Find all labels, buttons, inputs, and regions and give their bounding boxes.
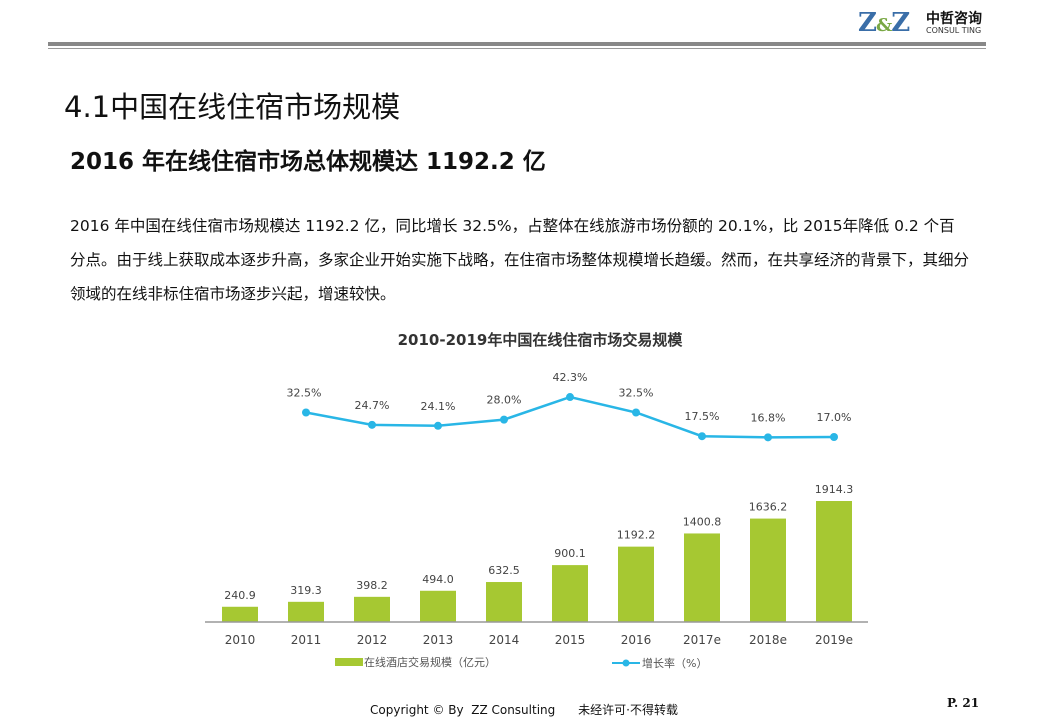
growth-point <box>632 408 640 417</box>
growth-value-label: 17.5% <box>685 410 720 423</box>
growth-value-label: 42.3% <box>553 371 588 384</box>
bar <box>618 546 654 622</box>
bar <box>354 596 390 622</box>
legend-bar-label: 在线酒店交易规模（亿元） <box>364 655 496 669</box>
growth-point <box>500 415 508 424</box>
growth-point <box>764 433 772 442</box>
growth-value-label: 28.0% <box>487 394 522 407</box>
header-divider <box>48 42 986 46</box>
x-tick-label: 2011 <box>291 633 322 647</box>
bar-value-label: 900.1 <box>554 547 586 560</box>
bar <box>684 533 720 622</box>
growth-point <box>434 421 442 430</box>
growth-value-label: 16.8% <box>751 411 786 424</box>
x-tick-label: 2019e <box>815 633 853 647</box>
x-tick-label: 2013 <box>423 633 454 647</box>
x-tick-label: 2015 <box>555 633 586 647</box>
page-title: 4.1中国在线住宿市场规模 <box>64 90 401 124</box>
growth-point <box>302 408 310 417</box>
bar <box>486 582 522 622</box>
header-divider-thin <box>48 48 986 49</box>
bar-value-label: 240.9 <box>224 589 256 602</box>
x-tick-label: 2012 <box>357 633 388 647</box>
growth-value-label: 32.5% <box>287 387 322 400</box>
brand-name-en: CONSUL TING <box>926 26 982 35</box>
growth-value-label: 17.0% <box>817 411 852 424</box>
page-number: P. 21 <box>947 696 980 710</box>
bar-value-label: 632.5 <box>488 564 520 577</box>
bar <box>552 565 588 622</box>
logo: Z&Z <box>858 8 910 38</box>
chart-title: 2010-2019年中国在线住宿市场交易规模 <box>398 331 684 349</box>
bar <box>816 501 852 622</box>
bar-value-label: 494.0 <box>422 573 454 586</box>
legend-bar-swatch <box>335 658 363 666</box>
bar-value-label: 1192.2 <box>617 529 656 542</box>
legend-line-label: 增长率（%） <box>642 656 707 670</box>
x-tick-label: 2017e <box>683 633 721 647</box>
copyright: Copyright © By ZZ Consulting 未经许可·不得转载 <box>370 703 678 717</box>
x-tick-label: 2016 <box>621 633 652 647</box>
bar-value-label: 398.2 <box>356 579 388 592</box>
x-tick-label: 2014 <box>489 633 520 647</box>
x-tick-label: 2018e <box>749 633 787 647</box>
bar-value-label: 1636.2 <box>749 501 788 514</box>
bar-value-label: 1400.8 <box>683 515 722 528</box>
bar <box>420 590 456 622</box>
growth-point <box>368 420 376 429</box>
x-tick-label: 2010 <box>225 633 256 647</box>
legend-line-marker <box>622 659 630 667</box>
growth-value-label: 32.5% <box>619 387 654 400</box>
growth-value-label: 24.1% <box>421 400 456 413</box>
growth-point <box>566 393 574 402</box>
bar-value-label: 1914.3 <box>815 483 854 496</box>
growth-point <box>830 433 838 441</box>
bar <box>288 601 324 622</box>
brand-name-cn: 中哲咨询 <box>926 11 982 27</box>
growth-point <box>698 432 706 441</box>
bar <box>750 518 786 622</box>
page-subtitle: 2016 年在线住宿市场总体规模达 1192.2 亿 <box>70 149 546 175</box>
growth-value-label: 24.7% <box>355 399 390 412</box>
bar <box>222 606 258 622</box>
body-paragraph: 2016 年中国在线住宿市场规模达 1192.2 亿，同比增长 32.5%，占整… <box>70 217 970 303</box>
bar-value-label: 319.3 <box>290 584 322 597</box>
